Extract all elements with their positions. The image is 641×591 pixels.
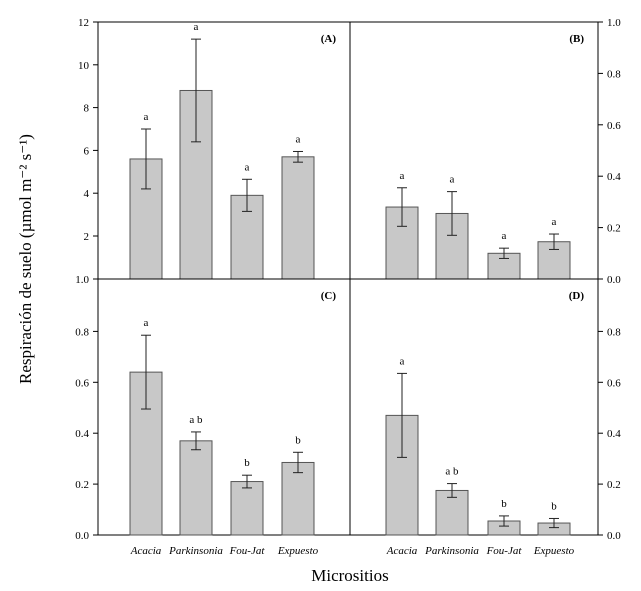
y-tick-label: 0.0 — [607, 274, 621, 286]
y-tick-label: 12 — [78, 17, 89, 29]
y-tick-label: 0.6 — [607, 377, 621, 389]
y-tick-label: 0.2 — [75, 479, 89, 491]
bar-parkinsonia — [435, 489, 469, 536]
y-tick-label: 1.0 — [607, 17, 621, 29]
significance-letter: b — [551, 500, 557, 512]
bar-expuesto — [281, 156, 315, 280]
panel-a: 1.0 2 4 6 8 10 12 (A) a a a a — [75, 17, 351, 286]
y-axis-title: Respiración de suelo (µmol m⁻² s⁻¹) — [16, 134, 35, 384]
y-tick-label: 0.6 — [75, 377, 89, 389]
significance-letter: a — [245, 161, 250, 173]
y-tick-label: 0.0 — [607, 530, 621, 542]
y-tick-label: 0.8 — [607, 68, 621, 80]
significance-letter: a b — [189, 414, 203, 426]
y-tick-label: 0.6 — [607, 120, 621, 132]
panel-d: 0.0 0.2 0.4 0.6 0.8 (D) a a b b b Acacia Parkinsoni… — [349, 278, 621, 557]
x-category-label: Parkinsonia — [168, 545, 223, 557]
bar-fou-jat — [230, 481, 264, 536]
panel-label: (B) — [569, 33, 584, 45]
y-tick-label: 1.0 — [75, 274, 89, 286]
x-category-label: Parkinsonia — [424, 545, 479, 557]
x-axis-title: Micrositios — [311, 566, 388, 585]
panel-b: 0.0 0.2 0.4 0.6 0.8 1.0 (B) a a a a — [349, 17, 621, 286]
significance-letter: b — [295, 434, 301, 446]
panel-c: 0.0 0.2 0.4 0.6 0.8 (C) a a b b b Acacia Parkinsoni… — [75, 278, 351, 557]
y-tick-label: 0.2 — [607, 223, 621, 235]
significance-letter: a b — [445, 466, 459, 478]
x-category-label: Expuesto — [533, 545, 575, 557]
significance-letter: b — [244, 457, 250, 469]
y-tick-label: 0.4 — [607, 428, 621, 440]
significance-letter: a — [552, 216, 557, 228]
y-tick-label: 0.0 — [75, 530, 89, 542]
bar-parkinsonia — [179, 440, 213, 536]
panel-label: (A) — [321, 33, 337, 45]
significance-letter: a — [296, 133, 301, 145]
x-category-label: Fou-Jat — [486, 545, 523, 557]
x-category-label: Fou-Jat — [229, 545, 266, 557]
x-category-label: Acacia — [386, 545, 418, 557]
significance-letter: b — [501, 498, 507, 510]
significance-letter: a — [400, 355, 405, 367]
y-tick-label: 2 — [84, 231, 90, 243]
y-tick-label: 0.4 — [607, 171, 621, 183]
significance-letter: a — [194, 21, 199, 33]
y-tick-label: 0.8 — [607, 326, 621, 338]
x-category-label: Acacia — [130, 545, 162, 557]
significance-letter: a — [400, 170, 405, 182]
x-category-label: Expuesto — [277, 545, 319, 557]
y-tick-label: 10 — [78, 60, 90, 72]
y-tick-label: 0.2 — [607, 479, 621, 491]
significance-letter: a — [502, 230, 507, 242]
y-tick-label: 4 — [84, 188, 90, 200]
significance-letter: a — [144, 317, 149, 329]
panel-label: (D) — [569, 290, 585, 302]
y-tick-label: 8 — [84, 103, 90, 115]
y-tick-label: 0.8 — [75, 326, 89, 338]
significance-letter: a — [450, 174, 455, 186]
panel-label: (C) — [321, 290, 337, 302]
panels: 1.0 2 4 6 8 10 12 (A) a a a a 0.0 0.2 0.4 0.6 0.8 1.0 (B) a… — [75, 17, 621, 557]
significance-letter: a — [144, 111, 149, 123]
y-tick-label: 0.4 — [75, 428, 89, 440]
panel-frame — [349, 278, 599, 536]
y-tick-label: 6 — [84, 145, 90, 157]
bar-expuesto — [281, 461, 315, 536]
